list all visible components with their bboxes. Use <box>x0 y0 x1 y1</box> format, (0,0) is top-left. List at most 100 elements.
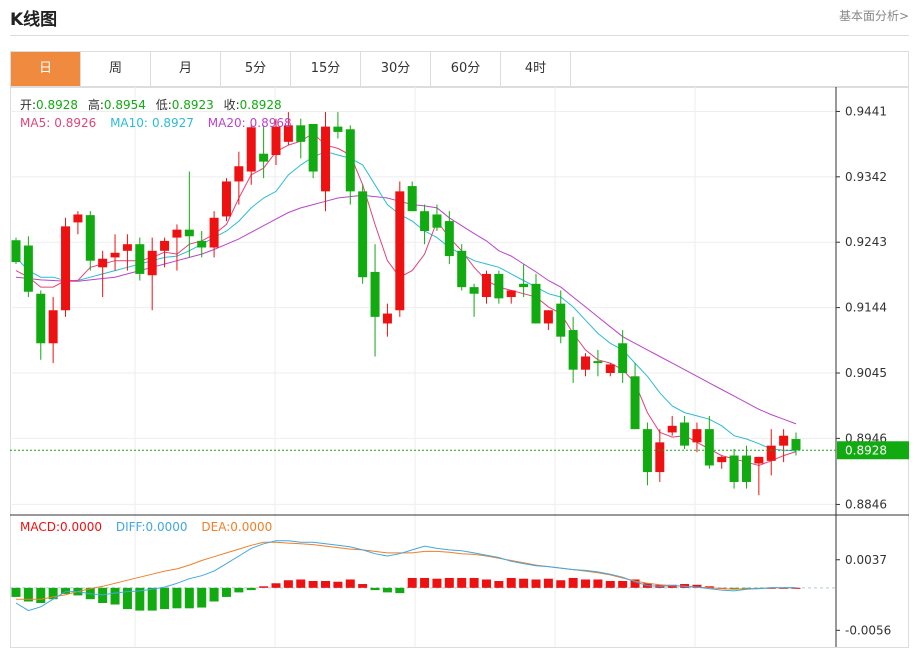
diff-label: DIFF: <box>116 520 146 534</box>
macd-histogram-bar <box>110 587 120 605</box>
open-value: 0.8928 <box>36 98 78 112</box>
ma10-value: 0.8927 <box>152 116 194 130</box>
price-axis: 0.94410.93420.92430.91440.90450.89460.88… <box>10 87 909 647</box>
candle-body <box>692 429 702 443</box>
macd-histogram-bar <box>209 587 219 602</box>
ma-readout: MA5: 0.8926 MA10: 0.8927 MA20: 0.8968 <box>20 116 292 130</box>
macd-histogram-bar <box>506 577 516 588</box>
period-tabs: 日 周 月 5分 15分 30分 60分 4时 <box>10 51 909 87</box>
tab-4hour[interactable]: 4时 <box>501 52 571 86</box>
macd-histogram-bar <box>407 577 417 588</box>
high-value: 0.8954 <box>104 98 146 112</box>
candle-body <box>48 310 58 344</box>
macd-histogram-bar <box>308 581 318 588</box>
macd-histogram-bar <box>370 587 380 591</box>
macd-histogram-bar <box>147 587 157 611</box>
candle-body <box>370 271 380 317</box>
candle-body <box>605 364 615 373</box>
candle-body <box>779 435 789 446</box>
macd-histogram-bar <box>259 586 269 588</box>
candle-body <box>61 226 71 311</box>
macd-histogram-bar <box>48 587 58 600</box>
candle-body <box>680 422 690 446</box>
page-title: K线图 <box>10 10 58 30</box>
tab-week[interactable]: 周 <box>81 52 151 86</box>
price-tick-label: 0.9045 <box>845 366 887 380</box>
grid-lines <box>10 87 836 647</box>
macd-histogram-bar <box>321 581 331 588</box>
candle-body <box>494 273 504 299</box>
price-tick-label: 0.9243 <box>845 235 887 249</box>
macd-histogram-bar <box>135 587 145 611</box>
ma-lines <box>15 132 797 467</box>
candle-body <box>543 310 553 324</box>
candle-body <box>729 455 739 482</box>
candle-body <box>704 429 714 466</box>
macd-histogram-bar <box>593 579 603 588</box>
macd-histogram-bar <box>481 579 491 588</box>
tab-month[interactable]: 月 <box>151 52 221 86</box>
macd-histogram-bar <box>444 577 454 588</box>
macd-histogram-bar <box>11 587 21 597</box>
candle-body <box>246 127 256 172</box>
current-price-badge <box>837 441 909 460</box>
macd-histogram-bar <box>667 584 677 588</box>
dea-value: 0.0000 <box>230 520 272 534</box>
candle-body <box>593 361 603 364</box>
macd-histogram-bar <box>382 587 392 593</box>
low-label: 低: <box>156 98 172 112</box>
candle-body <box>85 215 95 261</box>
macd-histogram-bar <box>618 581 628 588</box>
high-label: 高: <box>88 97 104 112</box>
macd-readout: MACD:0.0000 DIFF:0.0000 DEA:0.0000 <box>20 520 272 534</box>
macd-histogram-bar <box>704 586 714 588</box>
candle-body <box>382 313 392 324</box>
macd-value: 0.0000 <box>60 520 102 534</box>
candle-body <box>358 191 368 278</box>
macd-histogram-bar <box>36 587 46 603</box>
candle-body <box>259 153 269 162</box>
macd-histogram-bar <box>556 580 566 588</box>
tab-60min[interactable]: 60分 <box>431 52 501 86</box>
candle-body <box>667 425 677 433</box>
candle-body <box>457 250 467 288</box>
macd-histogram-bar <box>543 578 553 588</box>
candle-body <box>308 123 318 172</box>
tab-day[interactable]: 日 <box>11 52 81 86</box>
open-label: 开: <box>20 98 36 112</box>
ma20-value: 0.8968 <box>250 116 292 130</box>
candle-body <box>791 439 801 451</box>
macd-histogram-bar <box>581 579 591 588</box>
tab-30min[interactable]: 30分 <box>361 52 431 86</box>
candle-body <box>556 303 566 337</box>
tab-5min[interactable]: 5分 <box>221 52 291 86</box>
macd-histogram-bar <box>234 587 244 593</box>
macd-histogram-bar <box>160 587 170 610</box>
macd-histogram-bar <box>766 587 776 589</box>
macd-histogram-bar <box>469 577 479 588</box>
candle-body <box>283 125 293 142</box>
candle-body <box>296 125 306 142</box>
candle-body <box>741 455 751 482</box>
candle-body <box>655 442 665 473</box>
chart-area: 0.9441 0.9342 0.9243 0.9144 0.9045 0.8946 0.88… <box>10 87 909 648</box>
macd-histogram-bar <box>779 587 789 589</box>
macd-histogram-bar <box>221 587 231 597</box>
dea-label: DEA: <box>201 520 230 534</box>
candle-body <box>122 244 132 251</box>
ma20-line <box>15 194 797 425</box>
candle-body <box>23 245 33 292</box>
header-divider <box>10 35 909 36</box>
candle-body <box>469 287 479 294</box>
macd-histogram-bar <box>333 581 343 588</box>
candle-body <box>407 186 417 212</box>
macd-histogram-bar <box>395 587 405 594</box>
ohlc-readout: 开:0.8928 高:0.8954 低:0.8923 收:0.8928 <box>20 97 282 112</box>
dea-line <box>16 541 796 600</box>
ma5-label: MA5: <box>20 116 50 130</box>
tab-15min[interactable]: 15分 <box>291 52 361 86</box>
macd-histogram-bar <box>494 581 504 588</box>
fundamentals-link[interactable]: 基本面分析> <box>838 9 909 23</box>
macd-histogram-bar <box>184 587 194 609</box>
ma5-value: 0.8926 <box>54 116 96 130</box>
